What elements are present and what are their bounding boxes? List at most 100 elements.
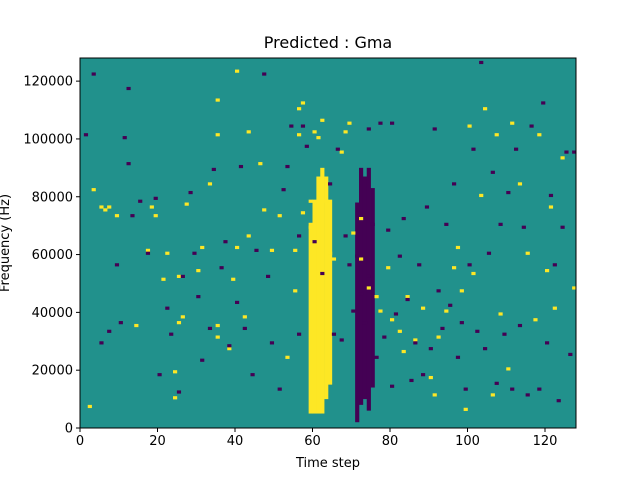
heatmap-cell-high [184,202,189,206]
heatmap-cell-high [463,407,468,411]
heatmap-cell-low [455,355,461,359]
heatmap-cell-high [432,393,437,397]
heatmap-cell-low [200,358,205,362]
y-tick-label: 0 [65,422,73,437]
heatmap-cell-high [277,214,282,218]
heatmap-cell-low [250,373,255,377]
heatmap-cell-high [300,101,306,105]
heatmap-cell-low [452,182,457,186]
heatmap-cell-low [556,399,561,403]
heatmap-cell-low [130,214,135,218]
heatmap-cell-high [331,257,337,261]
heatmap-cell-low [401,216,406,221]
heatmap-cell-high [467,124,472,128]
heatmap-cell-low [227,344,232,348]
heatmap-cell-low [347,263,352,267]
heatmap-cell-high [180,315,185,319]
heatmap-cell-high [359,257,364,261]
heatmap-cell-low [560,225,565,229]
heatmap-cell-low [277,387,282,391]
heatmap-cell-low [529,124,534,128]
heatmap-cell-low [564,150,569,154]
heatmap-cell-high [200,245,205,250]
heatmap-band-low [359,167,364,405]
heatmap-cell-low [328,182,333,186]
heatmap-cell-high [293,289,298,293]
heatmap-cell-high [196,269,201,273]
heatmap-cell-low [494,381,499,385]
heatmap-cell-low [114,263,120,267]
heatmap-cell-low [118,321,123,325]
heatmap-cell-low [374,355,379,359]
heatmap-band-high [324,176,329,400]
heatmap-cell-high [207,182,213,186]
heatmap-cell-high [552,306,557,310]
heatmap-cell-low [91,72,96,76]
heatmap-cell-low [176,390,182,394]
heatmap-cell-low [138,199,143,203]
heatmap-cell-low [355,254,360,258]
heatmap-cell-high [339,150,344,154]
x-tick-label: 100 [455,434,480,449]
heatmap-cell-high [560,156,565,160]
heatmap-cell-low [537,387,542,391]
heatmap-cell-low [405,297,410,302]
heatmap-cell-low [145,251,151,255]
heatmap-cell-high [436,335,441,339]
heatmap-cell-high [297,133,302,137]
heatmap-cell-high [347,121,352,125]
heatmap-cell-high [173,396,178,400]
heatmap-cell-high [176,274,182,278]
heatmap-band-high [328,199,333,385]
heatmap-cell-high [103,208,108,212]
heatmap-cell-low [157,373,162,377]
heatmap-cell-high [359,216,364,221]
heatmap-cell-high [455,245,461,250]
heatmap-cell-low [541,101,546,105]
heatmap-band-high [320,167,325,414]
heatmap-cell-high [545,269,550,273]
heatmap-cell-high [537,133,542,137]
heatmap-cell-low [300,124,306,128]
heatmap-cell-low [424,205,430,209]
heatmap-cell-low [393,312,399,316]
heatmap-cell-high [114,214,120,218]
heatmap-cell-high [308,225,313,229]
heatmap-cell-high [149,205,154,209]
heatmap-cell-high [548,205,554,209]
heatmap-cell-low [335,147,340,151]
heatmap-cell-low [552,263,557,267]
heatmap-cell-low [359,292,364,296]
heatmap-cell-high [328,251,333,255]
heatmap-cell-high [390,318,395,322]
heatmap-cell-high [374,295,379,299]
y-tick-label: 60000 [32,248,73,263]
heatmap-cell-low [192,251,197,255]
y-axis-label: Frequency (Hz) [0,194,13,292]
heatmap-cell-low [525,393,530,397]
heatmap-cell-low [517,323,523,328]
heatmap-cell-high [320,118,325,122]
heatmap-cell-high [215,133,220,137]
heatmap-cell-high [297,107,302,111]
heatmap-cell-high [300,211,306,215]
heatmap-cell-low [483,347,488,351]
heatmap-cell-low [362,321,368,325]
y-tick-label: 40000 [32,306,73,321]
heatmap-cell-high [444,309,449,313]
heatmap-cell-low [506,190,511,195]
heatmap-cell-high [242,315,247,319]
x-tick-label: 0 [76,434,84,449]
heatmap-cell-low [366,274,371,278]
heatmap-cell-high [525,251,530,255]
heatmap-cell-low [510,387,515,391]
heatmap-cell-low [188,190,193,195]
heatmap-cell-low [486,251,492,255]
heatmap-cell-low [572,150,577,154]
heatmap-cell-low [351,309,356,313]
heatmap-cell-high [165,251,170,255]
heatmap-cell-low [382,335,387,339]
x-axis-label: Time step [295,456,360,471]
heatmap-cell-low [297,234,302,238]
heatmap-cell-high [215,323,220,328]
